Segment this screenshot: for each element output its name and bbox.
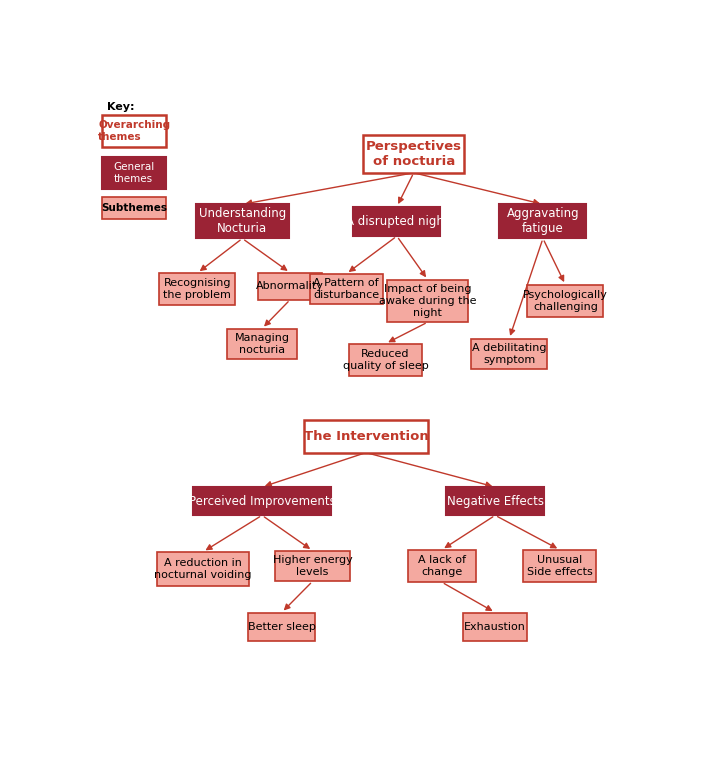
FancyBboxPatch shape [446, 487, 544, 516]
FancyBboxPatch shape [275, 551, 350, 581]
FancyBboxPatch shape [523, 550, 596, 582]
FancyBboxPatch shape [471, 339, 547, 369]
FancyBboxPatch shape [160, 273, 236, 305]
Text: Key:: Key: [107, 102, 135, 112]
Text: Exhaustion: Exhaustion [464, 622, 526, 632]
Text: A Pattern of
disturbance: A Pattern of disturbance [313, 278, 379, 300]
FancyBboxPatch shape [258, 272, 323, 300]
Text: A disrupted night: A disrupted night [346, 215, 448, 228]
FancyBboxPatch shape [102, 197, 167, 219]
FancyBboxPatch shape [304, 420, 428, 453]
Text: The Intervention: The Intervention [304, 430, 428, 443]
Text: Understanding
Nocturia: Understanding Nocturia [199, 207, 286, 236]
FancyBboxPatch shape [349, 343, 422, 376]
Text: Overarching
themes: Overarching themes [98, 120, 170, 142]
Text: A lack of
change: A lack of change [418, 555, 465, 577]
FancyBboxPatch shape [227, 329, 297, 360]
FancyBboxPatch shape [310, 274, 383, 304]
FancyBboxPatch shape [102, 157, 167, 189]
Text: Psychologically
challenging: Psychologically challenging [523, 290, 608, 311]
FancyBboxPatch shape [463, 613, 528, 641]
FancyBboxPatch shape [528, 285, 603, 317]
Text: A reduction in
nocturnal voiding: A reduction in nocturnal voiding [154, 558, 252, 580]
FancyBboxPatch shape [196, 204, 289, 239]
Text: Negative Effects: Negative Effects [447, 495, 544, 508]
FancyBboxPatch shape [102, 115, 167, 148]
Text: Reduced
quality of sleep: Reduced quality of sleep [343, 349, 428, 370]
FancyBboxPatch shape [193, 487, 331, 516]
Text: Managing
nocturia: Managing nocturia [234, 333, 289, 355]
Text: Abnormality: Abnormality [256, 282, 324, 291]
FancyBboxPatch shape [408, 550, 476, 582]
FancyBboxPatch shape [387, 280, 468, 322]
FancyBboxPatch shape [500, 204, 587, 239]
Text: Perceived Improvements: Perceived Improvements [188, 495, 336, 508]
Text: Recognising
the problem: Recognising the problem [163, 278, 231, 300]
Text: Better sleep: Better sleep [248, 622, 315, 632]
FancyBboxPatch shape [363, 135, 464, 173]
Text: Unusual
Side effects: Unusual Side effects [527, 555, 592, 577]
FancyBboxPatch shape [157, 552, 249, 586]
FancyBboxPatch shape [353, 207, 440, 236]
Text: General
themes: General themes [114, 162, 155, 184]
Text: Impact of being
awake during the
night: Impact of being awake during the night [379, 285, 476, 317]
Text: Subthemes: Subthemes [102, 203, 167, 213]
FancyBboxPatch shape [248, 613, 315, 641]
Text: A debilitating
symptom: A debilitating symptom [472, 343, 547, 365]
Text: Higher energy
levels: Higher energy levels [273, 555, 352, 577]
Text: Perspectives
of nocturia: Perspectives of nocturia [365, 140, 462, 168]
Text: Aggravating
fatigue: Aggravating fatigue [507, 207, 579, 236]
